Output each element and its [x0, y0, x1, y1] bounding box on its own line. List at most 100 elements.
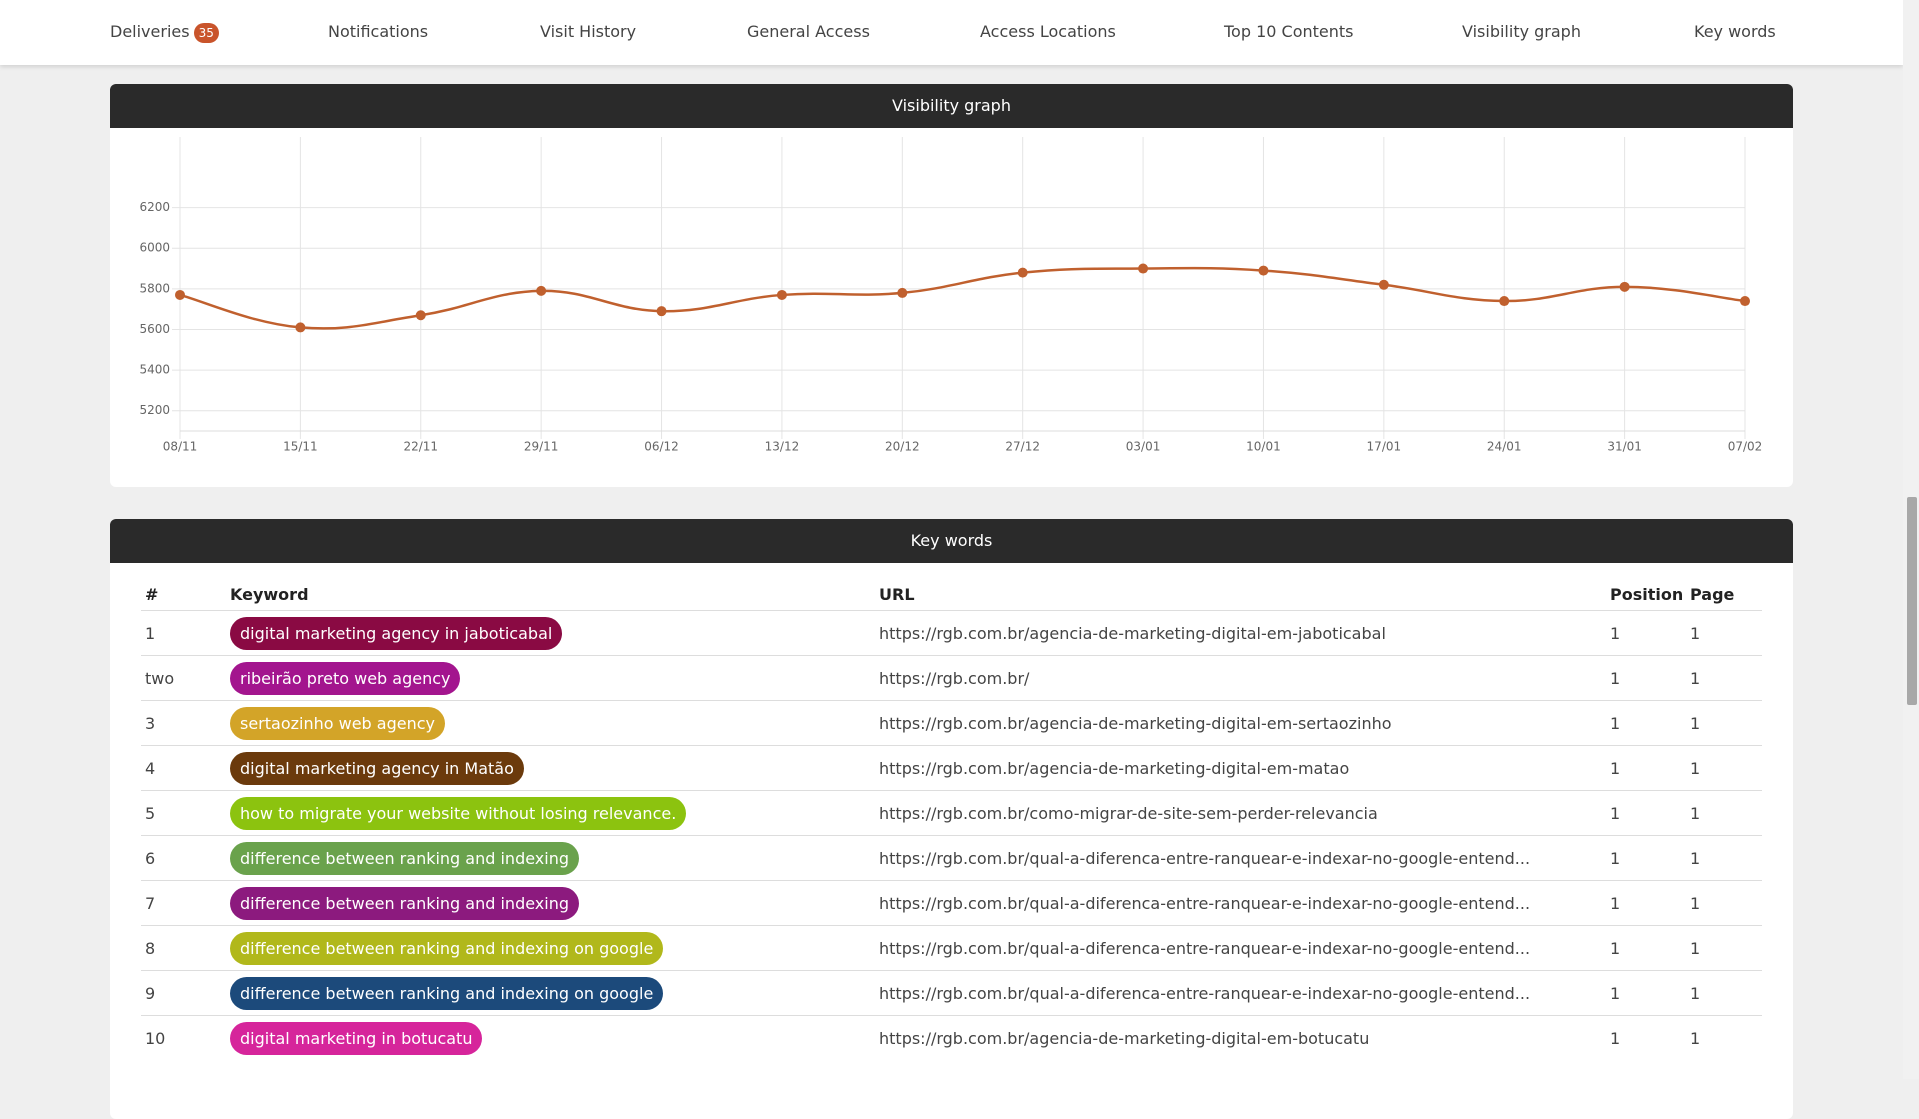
- y-tick-label: 5400: [139, 363, 170, 377]
- url: https://rgb.com.br/agencia-de-marketing-…: [875, 610, 1606, 656]
- table-row: 8 difference between ranking and indexing…: [141, 925, 1762, 971]
- x-tick-label: 06/12: [644, 440, 679, 454]
- keyword-pill: difference between ranking and indexing: [230, 841, 579, 875]
- nav-item[interactable]: Notifications: [328, 22, 428, 41]
- line: [179, 266, 1746, 330]
- x-tick-label: 08/11: [163, 440, 198, 454]
- x-tick-label: 22/11: [403, 440, 438, 454]
- keyword-pill: digital marketing agency in jaboticabal: [230, 616, 563, 650]
- url: https://rgb.com.br/qual-a-diferenca-entr…: [875, 880, 1606, 926]
- position: 1: [1606, 1015, 1686, 1060]
- panel-title: Key words: [110, 519, 1793, 563]
- page: 1: [1686, 745, 1762, 791]
- nav-label: Deliveries: [110, 22, 190, 41]
- row-number: 1: [141, 610, 226, 656]
- nav-item[interactable]: General Access: [747, 22, 870, 41]
- point: [656, 306, 667, 317]
- table-row: 7 difference between ranking and indexing…: [141, 880, 1762, 926]
- column-header: Page: [1690, 585, 1735, 604]
- table-row: 9 difference between ranking and indexing…: [141, 970, 1762, 1016]
- point: [415, 310, 426, 321]
- table-row: 10 digital marketing in botucatu https://r…: [141, 1015, 1762, 1060]
- keyword-cell: difference between ranking and indexing: [226, 880, 875, 926]
- nav-item[interactable]: Visibility graph: [1462, 22, 1581, 41]
- page: 1: [1686, 655, 1762, 701]
- nav-item[interactable]: Visit History: [540, 22, 636, 41]
- x-tick-label: 29/11: [524, 440, 559, 454]
- point: [1138, 263, 1149, 274]
- position: 1: [1606, 925, 1686, 971]
- x-tick-label: 24/01: [1487, 440, 1522, 454]
- x-tick-label: 20/12: [885, 440, 920, 454]
- table-body: 1 digital marketing agency in jaboticabal…: [141, 610, 1762, 1060]
- x-tick-label: 03/01: [1126, 440, 1161, 454]
- keyword-pill: digital marketing agency in Matão: [230, 751, 524, 785]
- point: [1740, 296, 1750, 307]
- y-tick-label: 6000: [139, 241, 170, 255]
- page: 1: [1686, 700, 1762, 746]
- position: 1: [1606, 970, 1686, 1016]
- keyword-pill: difference between ranking and indexing: [230, 886, 579, 920]
- keyword-cell: sertaozinho web agency: [226, 700, 875, 746]
- scrollbar-thumb[interactable]: [1907, 497, 1917, 705]
- keyword-cell: ribeirão preto web agency: [226, 655, 875, 701]
- nav-label: Top 10 Contents: [1224, 22, 1354, 41]
- nav-label: Notifications: [328, 22, 429, 41]
- nav-item[interactable]: Top 10 Contents: [1224, 22, 1354, 41]
- table-row: 1 digital marketing agency in jaboticabal…: [141, 610, 1762, 656]
- row-number: 8: [141, 925, 226, 971]
- row-number: 4: [141, 745, 226, 791]
- position: 1: [1606, 700, 1686, 746]
- panel-title: Visibility graph: [110, 84, 1793, 128]
- url: https://rgb.com.br/agencia-de-marketing-…: [875, 745, 1606, 791]
- url: https://rgb.com.br/agencia-de-marketing-…: [875, 700, 1606, 746]
- position: 1: [1606, 610, 1686, 656]
- keywords-panel: Key words # Keyword URL Position Page 1 digit…: [110, 519, 1793, 1119]
- scrollbar[interactable]: [1903, 0, 1919, 1079]
- keyword-cell: difference between ranking and indexing …: [226, 925, 875, 971]
- row-number: two: [141, 655, 226, 701]
- chart-panel: Visibility graph 5200 5400 5600 5800 6000 620…: [110, 84, 1793, 487]
- nav-label: General Access: [747, 22, 870, 41]
- row-number: 9: [141, 970, 226, 1016]
- nav-label: Visibility graph: [1462, 22, 1581, 41]
- nav-item[interactable]: Access Locations: [980, 22, 1116, 41]
- keyword-pill: digital marketing in botucatu: [230, 1021, 483, 1055]
- header-row: # Keyword URL Position Page: [141, 563, 1762, 611]
- row-number: 10: [141, 1015, 226, 1060]
- nav-item[interactable]: Deliveries 35: [110, 22, 219, 43]
- keyword-pill: ribeirão preto web agency: [230, 661, 461, 695]
- x-tick-label: 27/12: [1005, 440, 1040, 454]
- point: [1499, 296, 1510, 307]
- table-row: 5 how to migrate your website without los…: [141, 790, 1762, 836]
- nav-item[interactable]: Key words: [1694, 22, 1776, 41]
- keyword-cell: how to migrate your website without losi…: [226, 790, 875, 836]
- point: [1619, 281, 1630, 292]
- column-header: Position: [1610, 585, 1684, 604]
- nav-label: Visit History: [540, 22, 637, 41]
- keyword-cell: digital marketing in botucatu: [226, 1015, 875, 1060]
- point: [175, 289, 185, 300]
- x-tick-label: 10/01: [1246, 440, 1281, 454]
- position: 1: [1606, 835, 1686, 881]
- page: 1: [1686, 880, 1762, 926]
- point: [295, 322, 306, 333]
- page: 1: [1686, 1015, 1762, 1060]
- y-tick-label: 5800: [139, 281, 170, 295]
- url: https://rgb.com.br/agencia-de-marketing-…: [875, 1015, 1606, 1060]
- table-row: two ribeirão preto web agency https://rgb.…: [141, 655, 1762, 701]
- page: 1: [1686, 790, 1762, 836]
- keyword-pill: how to migrate your website without losi…: [230, 796, 687, 830]
- row-number: 7: [141, 880, 226, 926]
- table-row: 4 digital marketing agency in Matão https:…: [141, 745, 1762, 791]
- y-tick-label: 5600: [139, 322, 170, 336]
- point: [536, 285, 547, 296]
- point: [1258, 265, 1269, 276]
- nav-label: Access Locations: [980, 22, 1116, 41]
- row-number: 6: [141, 835, 226, 881]
- column-header: URL: [879, 585, 915, 604]
- table-row: 3 sertaozinho web agency https://rgb.com.b…: [141, 700, 1762, 746]
- y-tick-label: 5200: [139, 403, 170, 417]
- x-tick-label: 07/02: [1728, 440, 1763, 454]
- url: https://rgb.com.br/qual-a-diferenca-entr…: [875, 970, 1606, 1016]
